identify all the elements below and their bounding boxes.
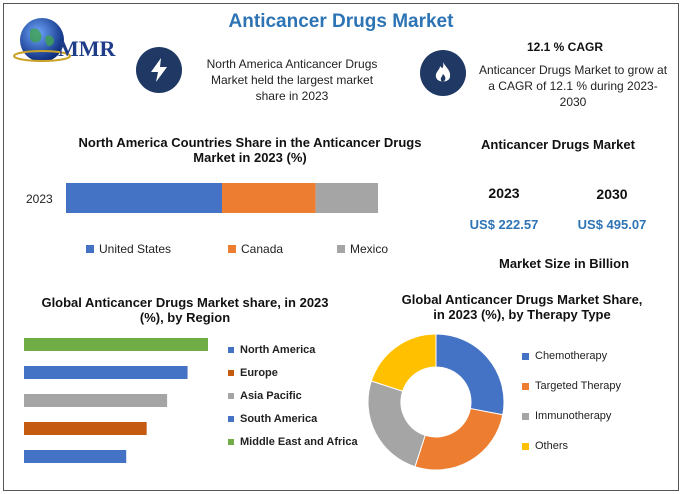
legend-label: Asia Pacific bbox=[240, 390, 302, 402]
legend-item-immunotherapy: Immunotherapy bbox=[522, 410, 611, 422]
bar-segment-united-states bbox=[66, 183, 222, 213]
legend-swatch bbox=[522, 382, 529, 390]
legend-label: United States bbox=[99, 242, 172, 256]
chart1-title: North America Countries Share in the Ant… bbox=[78, 135, 422, 165]
value-2023: US$ 222.57 bbox=[469, 217, 539, 232]
legend-item-south-america: South America bbox=[228, 413, 317, 425]
legend-swatch bbox=[228, 245, 236, 253]
bar-segment-canada bbox=[222, 183, 316, 213]
chart3-legend: Chemotherapy Targeted Therapy Immunotherap… bbox=[522, 350, 672, 470]
donut-slice-targeted-therapy bbox=[414, 407, 504, 471]
info-right-text: Anticancer Drugs Market to grow at a CAG… bbox=[478, 63, 668, 109]
legend-item-north-america: North America bbox=[228, 344, 315, 356]
chart3-plot bbox=[367, 333, 505, 471]
infographic-frame bbox=[3, 3, 679, 491]
legend-item-targeted-therapy: Targeted Therapy bbox=[522, 380, 621, 392]
bar-segment-mexico bbox=[315, 183, 378, 213]
donut-slice-immunotherapy bbox=[367, 380, 426, 468]
donut-slice-chemotherapy bbox=[435, 333, 505, 416]
chart1-plot bbox=[66, 183, 378, 213]
flame-icon bbox=[420, 50, 466, 96]
logo-text: MMR bbox=[58, 36, 116, 61]
legend-label: Others bbox=[535, 440, 569, 452]
legend-swatch bbox=[522, 442, 529, 450]
market-size-footer: Market Size in Billion bbox=[498, 256, 630, 271]
legend-swatch bbox=[522, 412, 529, 420]
bar-south-america bbox=[24, 422, 147, 435]
legend-label: Canada bbox=[241, 242, 284, 256]
legend-label: North America bbox=[240, 344, 316, 356]
year-2030: 2030 bbox=[596, 186, 628, 202]
legend-swatch bbox=[86, 245, 94, 253]
legend-item-middle-east-and-africa: Middle East and Africa bbox=[228, 436, 358, 448]
globe-icon bbox=[13, 18, 71, 62]
legend-swatch bbox=[522, 352, 529, 360]
chart1-category-label: 2023 bbox=[26, 192, 53, 206]
legend-item-others: Others bbox=[522, 440, 568, 452]
bar-middle-east-and-africa bbox=[24, 450, 127, 463]
bar-asia-pacific bbox=[24, 394, 168, 407]
page-title: Anticancer Drugs Market bbox=[228, 11, 454, 32]
chart2-legend: North America Europe Asia Pacific South Ame… bbox=[228, 344, 368, 464]
legend-label: Chemotherapy bbox=[535, 350, 608, 362]
legend-label: Immunotherapy bbox=[535, 410, 612, 422]
legend-item-asia-pacific: Asia Pacific bbox=[228, 390, 302, 402]
legend-label: Mexico bbox=[350, 242, 389, 256]
chart2-plot bbox=[24, 338, 208, 463]
legend-label: Middle East and Africa bbox=[240, 436, 358, 448]
legend-label: South America bbox=[240, 413, 318, 425]
market-heading: Anticancer Drugs Market bbox=[481, 137, 635, 152]
legend-swatch bbox=[228, 370, 234, 376]
mmr-logo: MMR bbox=[12, 14, 130, 72]
legend-label: Targeted Therapy bbox=[535, 380, 622, 392]
legend-united-states: United States bbox=[86, 242, 171, 256]
info-left-text: North America Anticancer Drugs Market he… bbox=[206, 57, 378, 103]
legend-item-chemotherapy: Chemotherapy bbox=[522, 350, 607, 362]
legend-mexico: Mexico bbox=[337, 242, 388, 256]
legend-swatch bbox=[228, 347, 234, 353]
legend-swatch bbox=[228, 393, 234, 399]
lightning-icon bbox=[136, 47, 182, 93]
chart2-title: Global Anticancer Drugs Market share, in… bbox=[41, 295, 329, 325]
value-2030: US$ 495.07 bbox=[577, 217, 647, 232]
legend-canada: Canada bbox=[228, 242, 283, 256]
cagr-heading: 12.1 % CAGR bbox=[526, 40, 604, 54]
legend-label: Europe bbox=[240, 367, 278, 379]
year-2023: 2023 bbox=[488, 185, 520, 201]
bar-north-america bbox=[24, 338, 208, 351]
legend-swatch bbox=[228, 416, 234, 422]
donut-slice-others bbox=[370, 333, 437, 392]
legend-swatch bbox=[337, 245, 345, 253]
chart3-title: Global Anticancer Drugs Market Share, in… bbox=[401, 292, 643, 322]
legend-item-europe: Europe bbox=[228, 367, 278, 379]
bar-europe bbox=[24, 366, 188, 379]
legend-swatch bbox=[228, 439, 234, 445]
